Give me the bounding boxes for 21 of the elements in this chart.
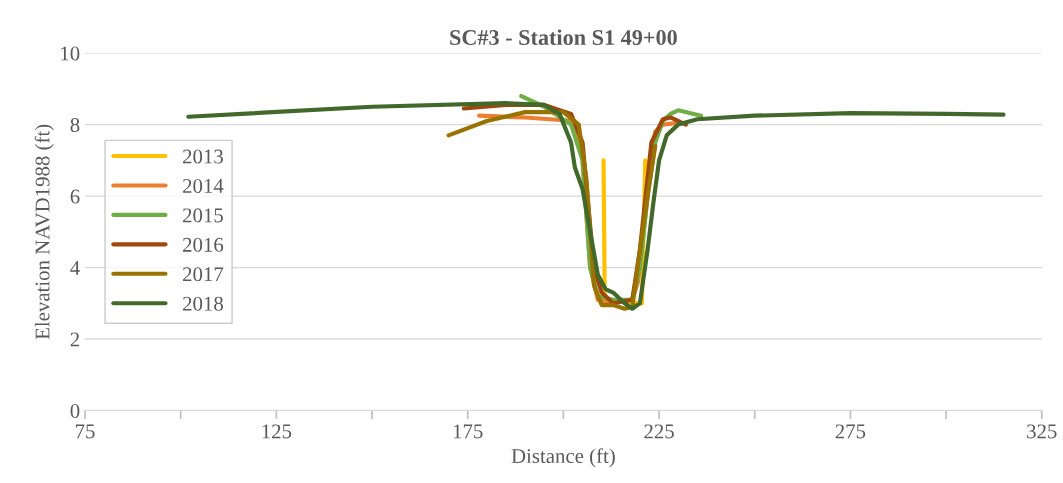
y-tick-label: 6: [70, 189, 80, 204]
x-tick-label: 75: [76, 424, 95, 439]
y-tick-label: 4: [70, 261, 80, 275]
legend-label: 2017: [183, 267, 224, 282]
legend-label: 2016: [183, 237, 224, 252]
legend-label: 2015: [183, 208, 223, 223]
legend-label: 2013: [183, 149, 223, 164]
y-tick-label: 8: [70, 117, 80, 133]
x-tick-label: 275: [835, 424, 866, 439]
x-tick-label: 325: [1027, 424, 1057, 439]
x-tick-label: 225: [644, 424, 674, 439]
x-axis-title: Distance (ft): [511, 448, 615, 468]
chart-title: SC#3 - Station S1 49+00: [450, 29, 677, 46]
y-tick-label: 10: [61, 46, 80, 61]
y-tick-label: 2: [70, 332, 80, 347]
y-tick-label: 0: [70, 403, 80, 418]
y-axis-title: Elevation NAVD1988 (ft): [34, 124, 54, 340]
x-tick-label: 125: [262, 424, 292, 439]
legend-label: 2014: [183, 178, 224, 193]
x-tick-label: 175: [453, 424, 483, 439]
legend-label: 2018: [183, 296, 223, 311]
